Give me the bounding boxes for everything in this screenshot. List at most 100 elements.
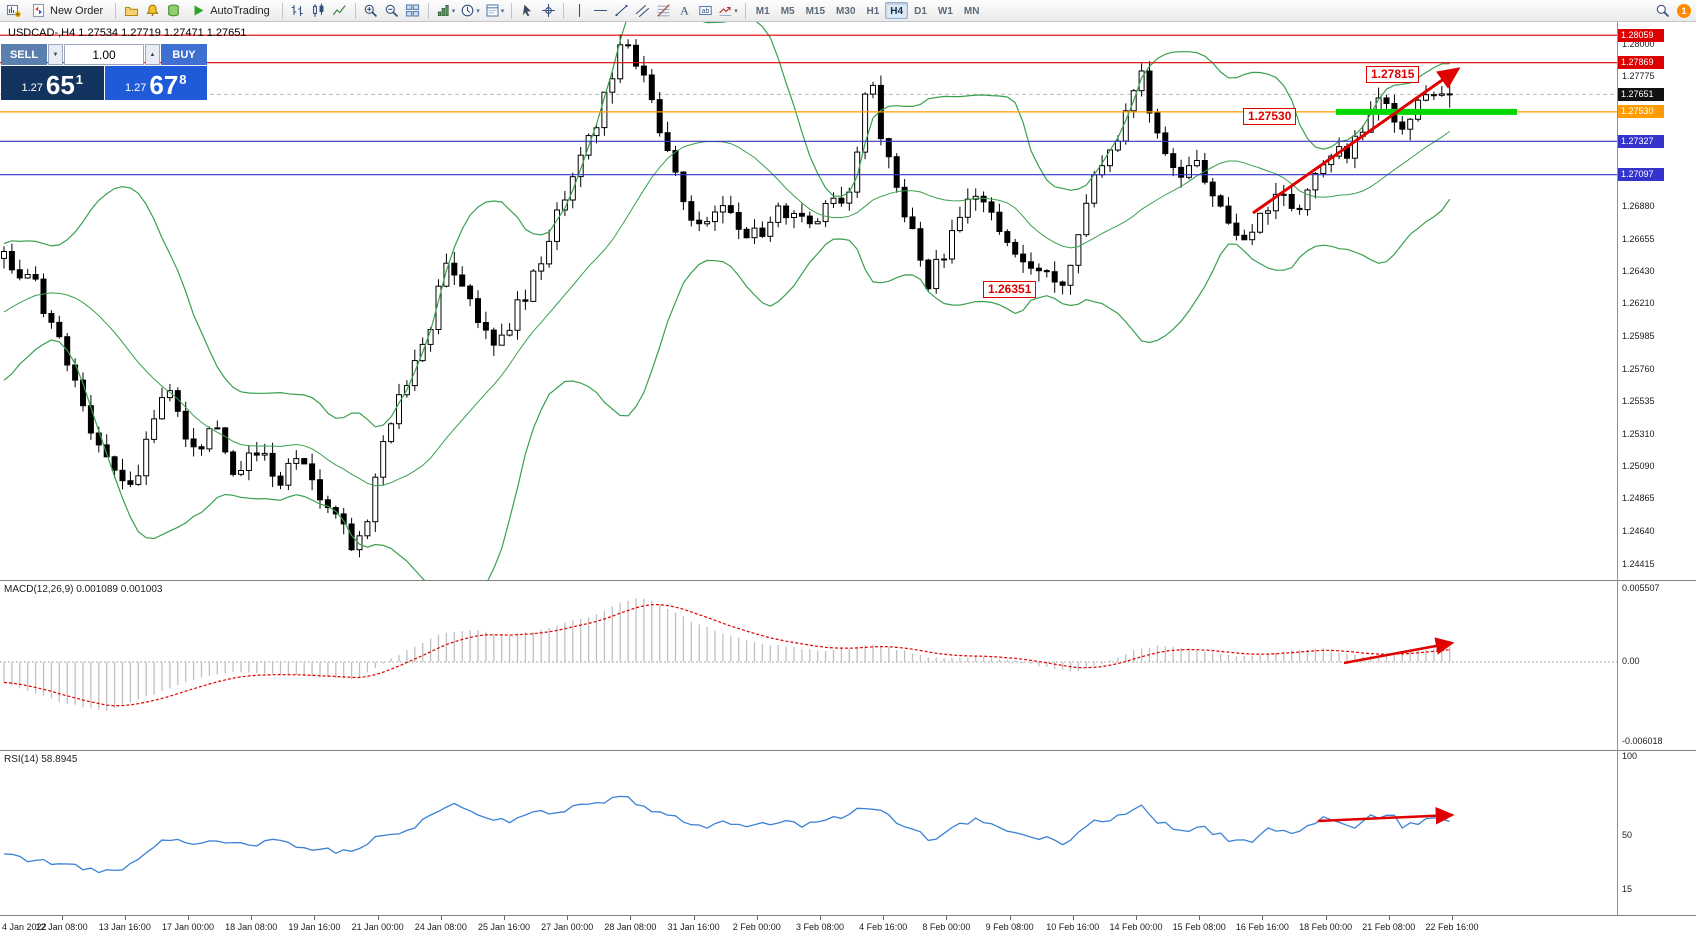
macd-chart[interactable]: [0, 581, 1696, 750]
time-label: 4 Jan 2022: [2, 922, 47, 932]
cursor-button[interactable]: [517, 1, 537, 20]
timeframe-h4-button[interactable]: H4: [885, 2, 909, 19]
time-tick: [124, 916, 126, 920]
candlestick-chart[interactable]: [0, 22, 1696, 580]
alerts-icon: [145, 3, 160, 18]
tile-windows-button[interactable]: [403, 1, 423, 20]
price-annotation[interactable]: 1.27815: [1366, 66, 1420, 83]
periods-button[interactable]: ▾: [458, 1, 482, 20]
channel-button[interactable]: [632, 1, 652, 20]
time-label: 17 Jan 00:00: [161, 922, 215, 932]
time-label: 18 Feb 00:00: [1299, 922, 1353, 932]
timeframe-m1-button[interactable]: M1: [751, 2, 775, 19]
new-order-button[interactable]: New Order: [24, 1, 110, 20]
experts-button[interactable]: [163, 1, 183, 20]
time-tick: [630, 916, 632, 920]
horizontal-line-button[interactable]: [590, 1, 610, 20]
profiles-button[interactable]: [121, 1, 141, 20]
time-tick: [1262, 916, 1264, 920]
zoom-in-button[interactable]: [361, 1, 381, 20]
time-tick: [1009, 916, 1011, 920]
price-annotation[interactable]: 1.26351: [983, 281, 1037, 298]
fibonacci-button[interactable]: [653, 1, 673, 20]
chevron-down-icon: ▾: [734, 7, 738, 15]
volume-increase-button[interactable]: ▲: [145, 44, 160, 65]
sell-price-main: 65: [45, 70, 75, 100]
tile-windows-icon: [405, 3, 420, 18]
time-tick: [251, 916, 253, 920]
svg-text:A: A: [680, 4, 689, 18]
line-chart-button[interactable]: [330, 1, 350, 20]
time-label: 2 Feb 00:00: [732, 922, 781, 932]
time-tick: [1199, 916, 1201, 920]
autotrading-button[interactable]: AutoTrading: [184, 1, 277, 20]
time-label: 8 Feb 00:00: [922, 922, 971, 932]
new-order-icon: [31, 3, 46, 18]
time-tick: [377, 916, 379, 920]
bollinger-bands: [3, 22, 1451, 580]
time-tick: [1388, 916, 1390, 920]
sell-price-display[interactable]: 1.27 65 1: [1, 66, 104, 100]
search-button[interactable]: [1652, 1, 1672, 20]
time-label: 21 Jan 00:00: [351, 922, 404, 932]
time-label: 3 Feb 08:00: [795, 922, 845, 932]
experts-icon: [166, 3, 181, 18]
periods-icon: [460, 3, 475, 18]
toolbar-separator: [511, 2, 513, 19]
chevron-down-icon: ▾: [500, 7, 505, 15]
time-tick: [314, 916, 316, 920]
new-chart-button[interactable]: [3, 1, 23, 20]
trendline-icon: [614, 3, 629, 18]
zoom-out-icon: [384, 3, 399, 18]
magnifier-icon: [1655, 3, 1670, 18]
shapes-button[interactable]: ▾: [716, 1, 740, 20]
candle-chart-button[interactable]: [309, 1, 329, 20]
fibonacci-icon: [656, 3, 671, 18]
vertical-line-button[interactable]: [569, 1, 589, 20]
label-button[interactable]: ab: [695, 1, 715, 20]
timeframe-m30-button[interactable]: M30: [831, 2, 860, 19]
time-tick: [61, 916, 63, 920]
timeframe-mn-button[interactable]: MN: [959, 2, 985, 19]
time-tick: [567, 916, 569, 920]
time-tick: [1072, 916, 1074, 920]
price-annotation[interactable]: 1.27530: [1243, 108, 1297, 125]
time-label: 16 Feb 16:00: [1235, 922, 1289, 932]
time-label: 27 Jan 00:00: [541, 922, 594, 932]
timeframe-w1-button[interactable]: W1: [933, 2, 958, 19]
one-click-top-row: SELL ▼ ▲ BUY: [1, 44, 207, 65]
crosshair-button[interactable]: [538, 1, 558, 20]
timeframe-m5-button[interactable]: M5: [776, 2, 800, 19]
rsi-line: [3, 795, 1450, 874]
sell-button[interactable]: SELL: [1, 44, 47, 65]
volume-decrease-button[interactable]: ▼: [48, 44, 63, 65]
time-tick: [693, 916, 695, 920]
alerts-button[interactable]: [142, 1, 162, 20]
time-label: 22 Feb 16:00: [1425, 922, 1479, 932]
macd-histogram: [3, 598, 1451, 711]
templates-button[interactable]: ▾: [483, 1, 507, 20]
timeframe-h1-button[interactable]: H1: [862, 2, 885, 19]
time-label: 31 Jan 16:00: [667, 922, 720, 932]
timeframe-d1-button[interactable]: D1: [909, 2, 932, 19]
macd-indicator-panel: MACD(12,26,9) 0.001089 0.001003: [0, 580, 1696, 750]
text-button[interactable]: A: [674, 1, 694, 20]
bar-chart-icon: [290, 3, 305, 18]
zoom-out-button[interactable]: [382, 1, 402, 20]
buy-button[interactable]: BUY: [161, 44, 207, 65]
rsi-chart[interactable]: [0, 751, 1696, 915]
buy-price-display[interactable]: 1.27 67 8: [104, 66, 207, 100]
time-label: 21 Feb 08:00: [1362, 922, 1416, 932]
new-chart-icon: [6, 3, 21, 18]
trendline-button[interactable]: [611, 1, 631, 20]
notification-badge[interactable]: 1: [1677, 3, 1691, 18]
support-zone-line: [1336, 108, 1517, 115]
timeframe-m15-button[interactable]: M15: [801, 2, 830, 19]
bar-chart-button[interactable]: [288, 1, 308, 20]
volume-input[interactable]: [64, 44, 144, 65]
trend-arrow: [1252, 67, 1461, 215]
rsi-arrow: [1317, 806, 1455, 825]
indicators-button[interactable]: ▾: [434, 1, 458, 20]
channel-icon: [635, 3, 650, 18]
